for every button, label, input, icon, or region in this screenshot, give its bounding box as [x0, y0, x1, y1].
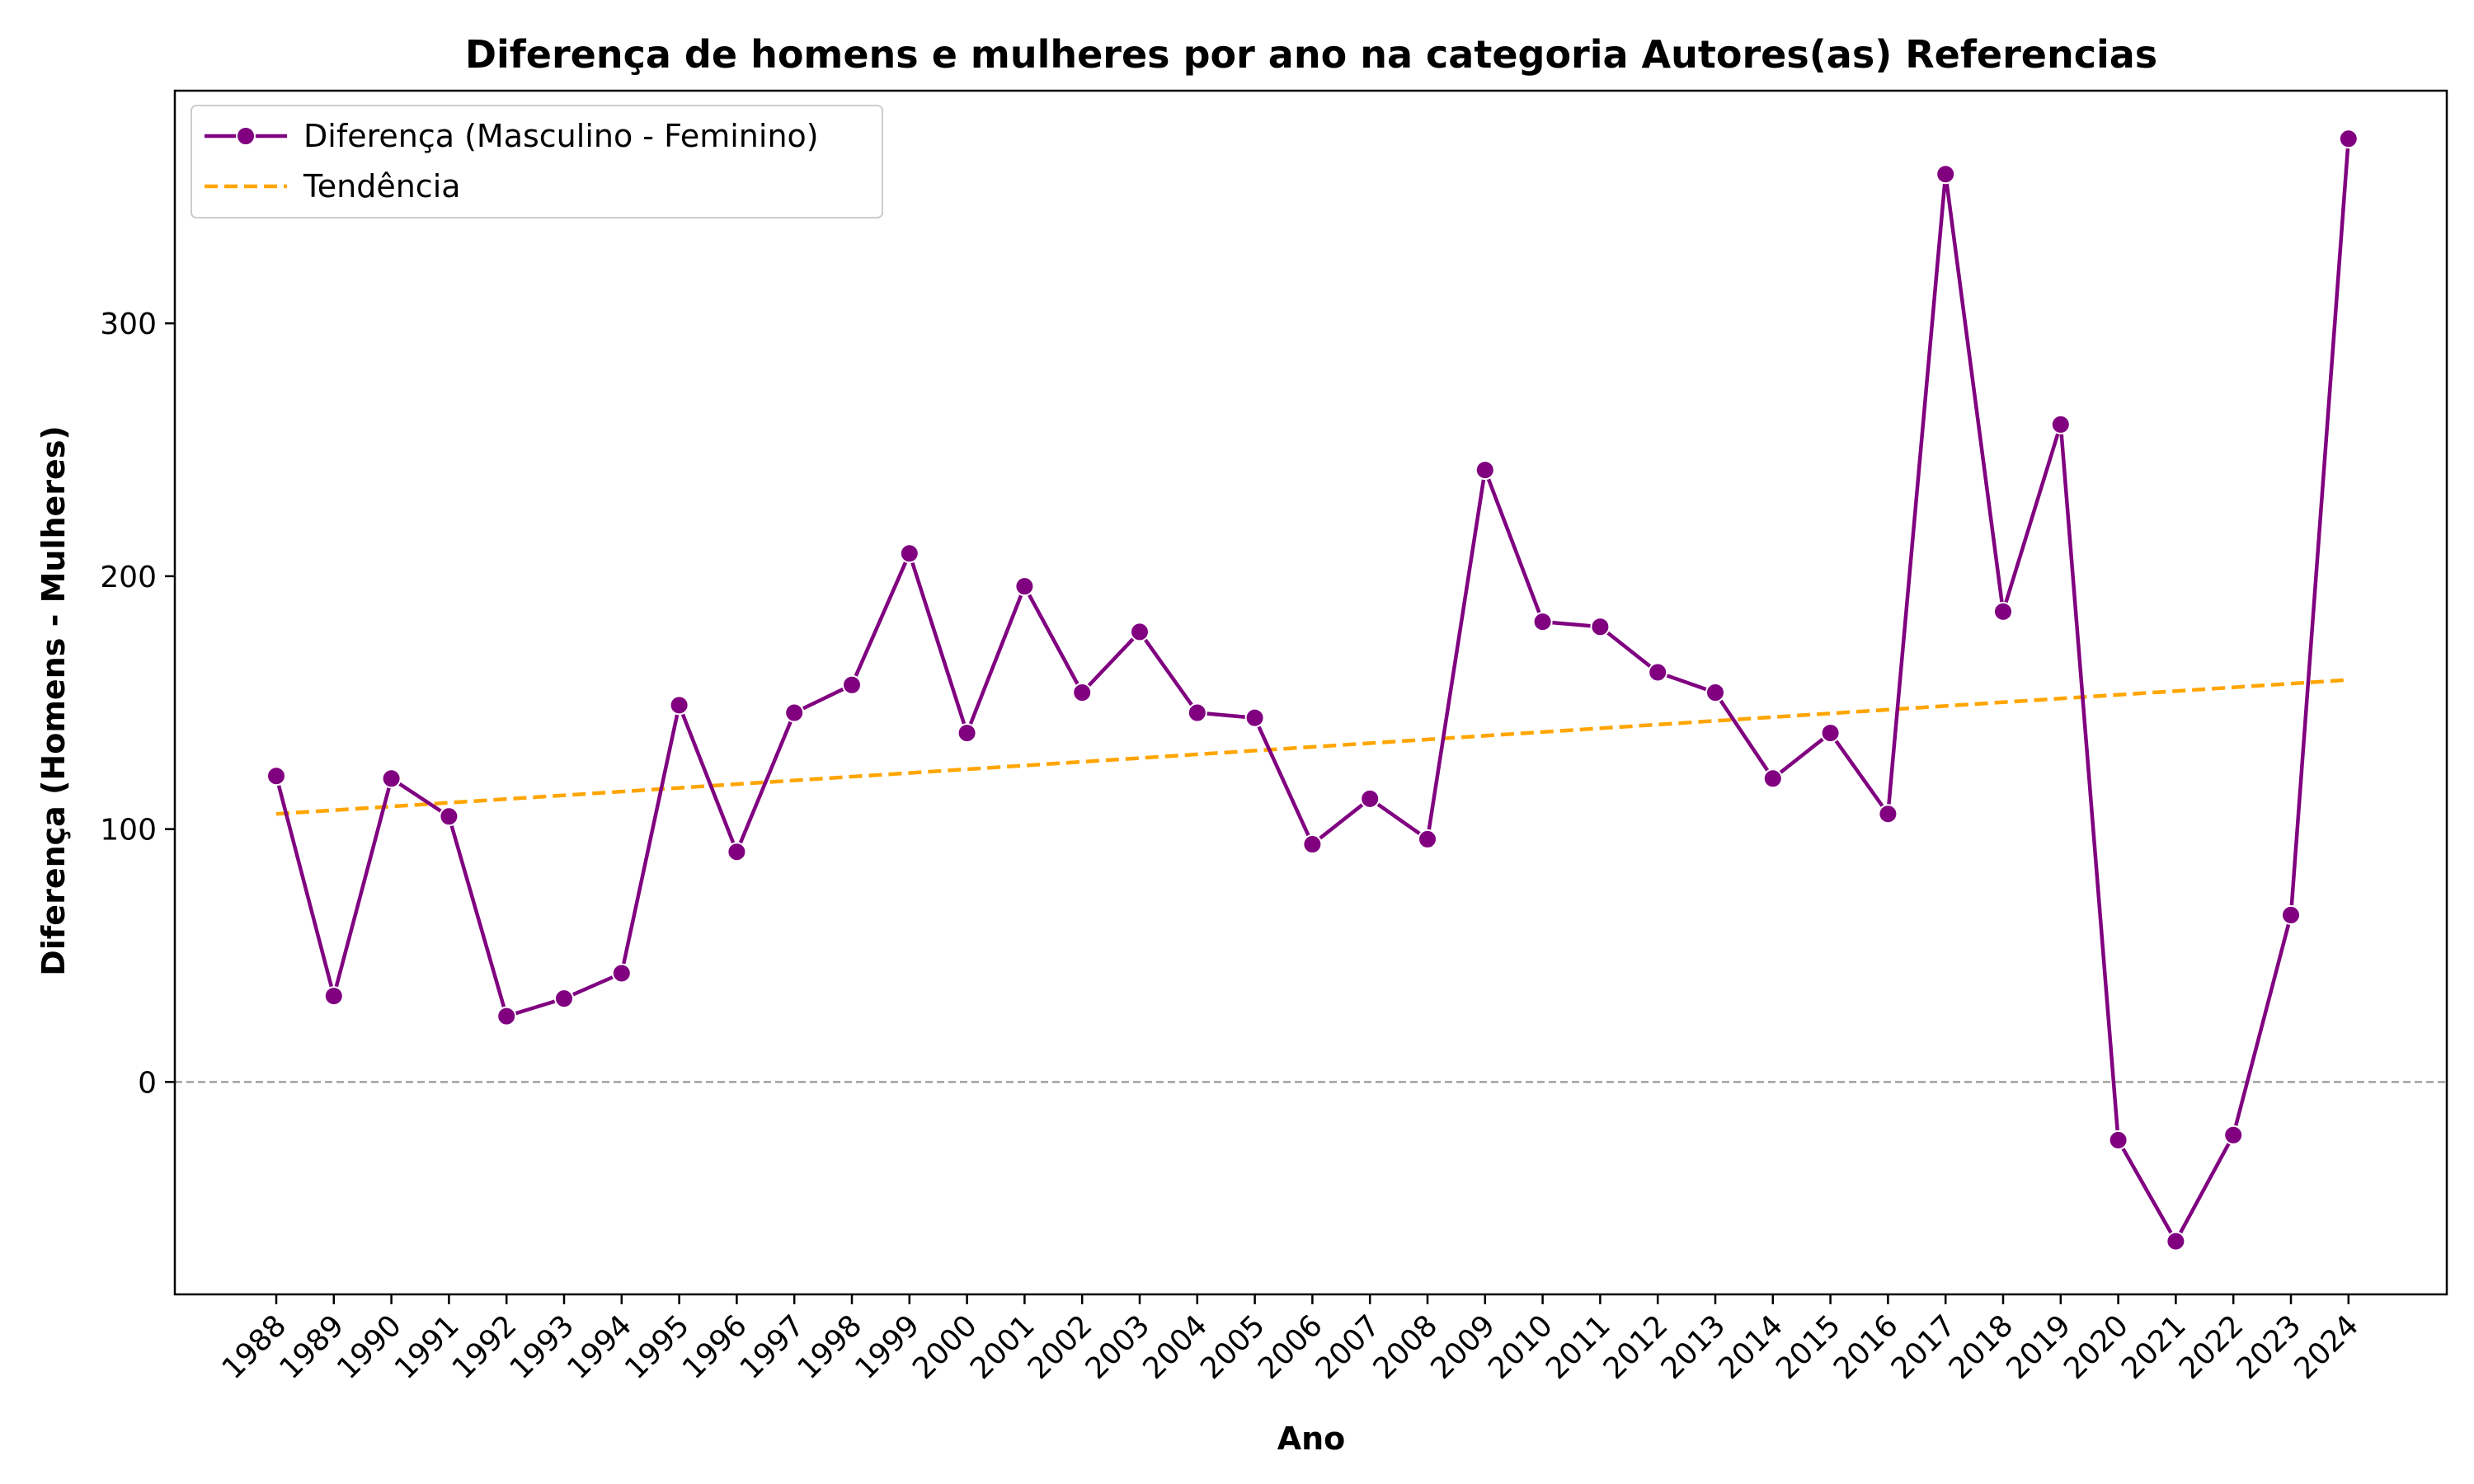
data-point	[1418, 829, 1437, 849]
data-point	[1935, 164, 1956, 185]
data-point	[957, 723, 977, 744]
series-line-difference	[274, 139, 2351, 1243]
x-tick-label: 2010	[1482, 1308, 1559, 1386]
x-tick-label: 2015	[1770, 1308, 1847, 1386]
x-tick-label: 1988	[216, 1308, 294, 1386]
data-point	[1244, 707, 1265, 728]
data-point	[439, 806, 459, 827]
data-point	[1532, 612, 1553, 632]
legend-label-difference: Diferença (Masculino - Feminino)	[303, 118, 819, 154]
x-tick-label: 2017	[1885, 1308, 1963, 1386]
x-tick-label: 2006	[1252, 1308, 1329, 1386]
data-point	[2050, 414, 2071, 434]
x-tick-label: 2003	[1079, 1308, 1157, 1386]
x-tick-label: 2011	[1540, 1308, 1617, 1386]
x-tick-label: 2024	[2288, 1308, 2365, 1386]
data-point	[611, 963, 632, 984]
x-ticks: 1988198919901991199219931994199519961997…	[216, 1294, 2365, 1386]
data-point	[727, 842, 747, 862]
data-point	[2338, 129, 2359, 149]
data-point	[1705, 683, 1725, 702]
x-tick-label: 2012	[1597, 1308, 1675, 1386]
data-point	[554, 989, 574, 1009]
y-axis-label: Diferença (Homens - Mulheres)	[35, 425, 72, 976]
x-tick-label: 2000	[906, 1308, 984, 1386]
data-point	[323, 986, 344, 1007]
x-tick-label: 1996	[676, 1308, 754, 1386]
data-point	[1187, 702, 1207, 723]
x-tick-label: 1993	[504, 1308, 581, 1386]
x-tick-label: 2020	[2058, 1308, 2135, 1386]
legend: Diferença (Masculino - Feminino) Tendênc…	[190, 105, 883, 218]
data-point	[266, 766, 286, 787]
data-point	[784, 702, 805, 723]
data-point	[1475, 460, 1495, 481]
legend-marker-difference	[236, 126, 256, 146]
y-tick-label: 100	[100, 814, 157, 848]
data-point	[1762, 768, 1783, 789]
x-tick-label: 1999	[849, 1308, 926, 1386]
data-point	[1130, 622, 1150, 642]
x-tick-label: 2018	[1943, 1308, 2020, 1386]
y-tick-label: 300	[100, 308, 157, 341]
x-tick-label: 2013	[1655, 1308, 1733, 1386]
x-tick-label: 1997	[734, 1308, 811, 1386]
x-tick-label: 1992	[446, 1308, 524, 1386]
x-tick-label: 2016	[1827, 1308, 1905, 1386]
chart-title: Diferença de homens e mulheres por ano n…	[465, 32, 2157, 77]
x-tick-label: 2008	[1367, 1308, 1445, 1386]
data-point	[1993, 601, 2013, 622]
data-point	[1820, 723, 1841, 744]
data-point	[1648, 662, 1668, 683]
x-tick-label: 1989	[273, 1308, 350, 1386]
x-tick-label: 2007	[1310, 1308, 1387, 1386]
data-point	[1072, 683, 1093, 702]
series-layer	[266, 129, 2359, 1252]
y-ticks: 0 100 200 300	[100, 308, 175, 1100]
x-axis-label: Ano	[1277, 1421, 1346, 1457]
data-point	[1302, 834, 1323, 855]
x-tick-label: 2022	[2173, 1308, 2251, 1386]
x-tick-label: 1991	[388, 1308, 466, 1386]
x-tick-label: 2019	[2000, 1308, 2077, 1386]
x-tick-label: 2014	[1712, 1308, 1790, 1386]
x-tick-label: 1994	[561, 1308, 638, 1386]
x-tick-label: 2002	[1022, 1308, 1099, 1386]
data-point	[2108, 1129, 2128, 1150]
data-point	[2223, 1125, 2244, 1145]
x-tick-label: 2004	[1136, 1308, 1214, 1386]
x-tick-label: 1998	[792, 1308, 869, 1386]
plot-frame	[173, 89, 2448, 1296]
x-tick-label: 2005	[1194, 1308, 1272, 1386]
data-point	[2166, 1231, 2186, 1252]
data-point	[2281, 904, 2301, 925]
data-point	[1878, 804, 1898, 824]
x-tick-label: 2001	[964, 1308, 1042, 1386]
data-point	[1014, 576, 1035, 597]
trend-layer	[275, 678, 2349, 816]
x-tick-label: 1995	[618, 1308, 696, 1386]
data-point	[496, 1006, 517, 1026]
data-point	[1590, 617, 1611, 637]
legend-box	[190, 105, 883, 218]
y-tick-label: 0	[138, 1066, 157, 1100]
data-point	[381, 768, 402, 789]
x-tick-label: 2023	[2231, 1308, 2308, 1386]
data-point	[669, 695, 689, 716]
trend-line	[275, 678, 2349, 816]
x-tick-label: 2021	[2115, 1308, 2193, 1386]
legend-label-trend: Tendência	[303, 168, 461, 204]
data-point	[842, 674, 862, 695]
x-tick-label: 2009	[1424, 1308, 1502, 1386]
data-point	[1360, 788, 1380, 809]
data-point	[899, 543, 920, 564]
y-tick-label: 200	[100, 561, 157, 594]
x-tick-label: 1990	[331, 1308, 408, 1386]
